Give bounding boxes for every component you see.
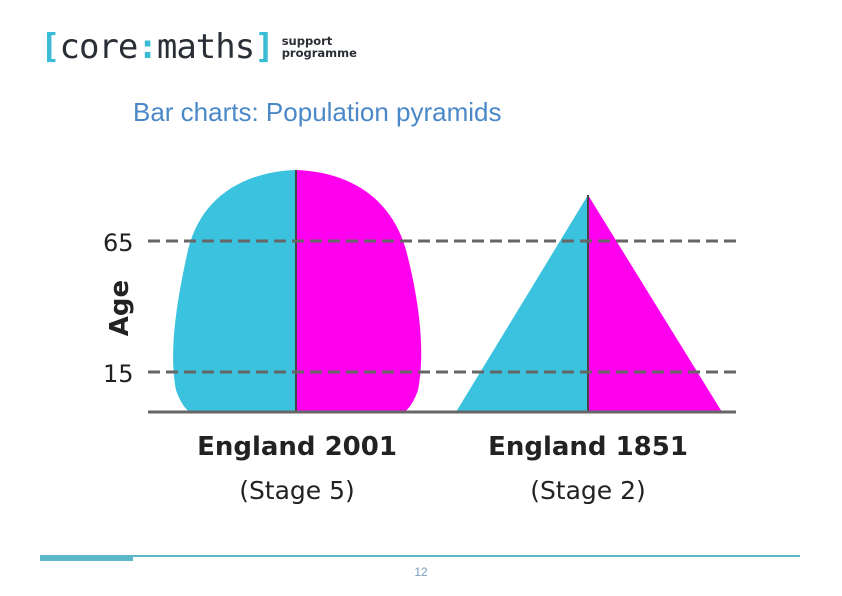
pyramid-1851-name: England 1851 xyxy=(488,432,688,462)
pyramid-2001-name: England 2001 xyxy=(197,432,397,462)
logo-sub-programme: programme xyxy=(281,46,357,60)
age-tick-15: 15 xyxy=(103,360,134,388)
logo-separator: : xyxy=(137,27,158,67)
logo-word-maths: maths xyxy=(156,27,255,67)
logo-wordmark: [core:maths] xyxy=(40,27,275,67)
page-number: 12 xyxy=(414,565,428,579)
pyramid-2001-male-half xyxy=(173,170,296,412)
age-axis-label: Age xyxy=(105,280,135,336)
footer-line xyxy=(40,555,800,557)
pyramid-1851-stage: (Stage 2) xyxy=(530,476,646,505)
logo-bracket-close: ] xyxy=(254,27,275,67)
logo-bracket-open: [ xyxy=(40,27,61,67)
footer-accent-bar xyxy=(40,556,133,561)
logo-sub-support: support xyxy=(281,34,333,48)
pyramid-1851-female-half xyxy=(588,195,722,412)
slide-title: Bar charts: Population pyramids xyxy=(133,97,502,127)
logo-word-core: core xyxy=(59,27,138,67)
pyramid-2001-female-half xyxy=(296,170,422,412)
core-maths-logo: [core:maths] support programme xyxy=(40,26,357,68)
pyramid-2001-stage: (Stage 5) xyxy=(239,476,355,505)
logo-subtitle: support programme xyxy=(282,35,357,59)
pyramid-1851-male-half xyxy=(456,195,588,412)
age-tick-65: 65 xyxy=(103,229,134,257)
